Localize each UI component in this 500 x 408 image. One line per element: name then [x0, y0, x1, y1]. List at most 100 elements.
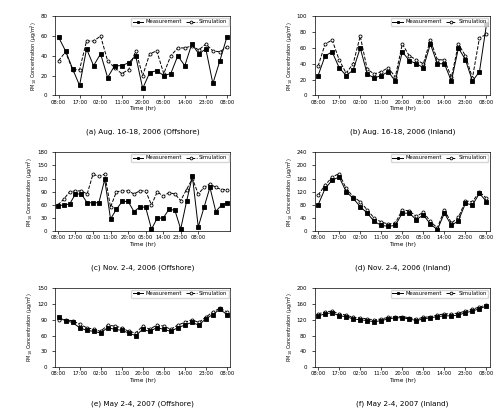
Measurement — [476, 191, 482, 196]
Measurement — [132, 333, 138, 338]
Simulation — [357, 199, 363, 204]
Simulation — [442, 311, 448, 316]
Measurement — [400, 49, 406, 54]
Measurement — [428, 222, 434, 226]
X-axis label: Time (hr): Time (hr) — [129, 242, 156, 247]
Measurement — [98, 51, 103, 56]
Measurement — [456, 313, 462, 317]
Measurement — [154, 68, 160, 73]
Measurement — [357, 204, 363, 209]
Simulation — [350, 194, 356, 199]
Measurement — [462, 201, 468, 206]
Measurement — [131, 209, 137, 214]
Simulation — [62, 317, 68, 322]
Simulation — [336, 171, 342, 176]
Simulation — [190, 176, 196, 181]
Simulation — [189, 317, 195, 322]
Measurement — [476, 306, 482, 311]
Simulation — [66, 189, 72, 194]
Measurement — [456, 218, 462, 223]
Simulation — [315, 64, 321, 69]
Simulation — [350, 61, 356, 66]
Measurement — [175, 53, 181, 58]
Measurement — [90, 200, 96, 205]
Measurement — [146, 329, 152, 334]
Simulation — [112, 324, 117, 328]
Simulation — [364, 317, 370, 322]
Simulation — [90, 39, 96, 44]
Simulation — [329, 308, 335, 313]
Simulation — [329, 38, 335, 42]
Measurement — [112, 327, 117, 332]
Simulation — [154, 49, 160, 53]
Measurement — [98, 330, 103, 335]
Simulation — [96, 174, 102, 179]
Simulation — [420, 61, 426, 66]
Simulation — [428, 38, 434, 42]
Simulation — [470, 307, 476, 312]
Measurement — [112, 63, 117, 68]
Measurement — [189, 42, 195, 47]
Measurement — [84, 200, 90, 205]
Measurement — [207, 185, 213, 190]
Measurement — [201, 205, 207, 210]
Measurement — [470, 308, 476, 313]
Measurement — [442, 211, 448, 215]
Title: (b) Aug. 16-18, 2006 (Inland): (b) Aug. 16-18, 2006 (Inland) — [350, 129, 455, 135]
Measurement — [428, 42, 434, 47]
Measurement — [184, 199, 190, 204]
Simulation — [414, 58, 420, 62]
Simulation — [166, 190, 172, 195]
Simulation — [470, 75, 476, 80]
Measurement — [462, 310, 468, 315]
Simulation — [315, 193, 321, 197]
Simulation — [420, 210, 426, 215]
Line: Simulation: Simulation — [316, 172, 488, 230]
Measurement — [161, 327, 167, 332]
Measurement — [448, 79, 454, 84]
Simulation — [448, 75, 454, 80]
Simulation — [386, 222, 392, 226]
Simulation — [146, 327, 152, 332]
Simulation — [470, 199, 476, 204]
Measurement — [476, 69, 482, 74]
Measurement — [329, 310, 335, 315]
Line: Simulation: Simulation — [57, 307, 228, 335]
Measurement — [90, 329, 96, 334]
Simulation — [371, 71, 377, 76]
Measurement — [329, 178, 335, 183]
Simulation — [456, 215, 462, 220]
Measurement — [406, 58, 412, 63]
Simulation — [336, 58, 342, 62]
Measurement — [420, 65, 426, 70]
Simulation — [224, 187, 230, 192]
Simulation — [196, 320, 202, 325]
Simulation — [70, 67, 75, 72]
Simulation — [132, 330, 138, 335]
Simulation — [140, 324, 145, 328]
Measurement — [161, 73, 167, 78]
Simulation — [476, 305, 482, 310]
Measurement — [218, 202, 224, 207]
Measurement — [350, 68, 356, 73]
Measurement — [386, 224, 392, 229]
Simulation — [126, 67, 132, 72]
Simulation — [154, 323, 160, 328]
Simulation — [406, 315, 412, 320]
Measurement — [178, 226, 184, 231]
Simulation — [76, 67, 82, 72]
Measurement — [196, 51, 202, 56]
Title: (c) Nov. 2-4, 2006 (Offshore): (c) Nov. 2-4, 2006 (Offshore) — [91, 265, 194, 271]
Simulation — [119, 188, 125, 193]
Measurement — [378, 73, 384, 78]
Simulation — [392, 221, 398, 226]
Simulation — [55, 202, 61, 207]
Measurement — [386, 69, 392, 74]
Simulation — [160, 194, 166, 199]
Measurement — [343, 189, 349, 194]
Measurement — [125, 199, 131, 204]
Simulation — [343, 186, 349, 191]
Measurement — [190, 174, 196, 179]
Measurement — [400, 315, 406, 320]
Measurement — [386, 317, 392, 322]
